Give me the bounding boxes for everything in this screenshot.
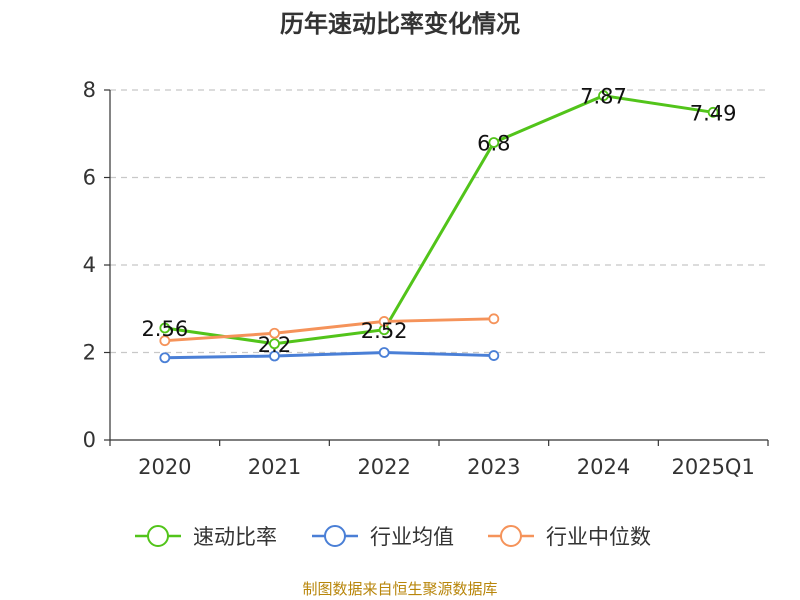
legend-label: 行业均值 bbox=[370, 525, 454, 549]
data-point bbox=[488, 350, 500, 361]
axes: 0 2 4 6 8 2020 2021 2022 2023 2024 2025Q1 bbox=[83, 78, 769, 479]
x-tick-label: 2023 bbox=[467, 455, 520, 479]
x-tick-label: 2025Q1 bbox=[671, 455, 754, 479]
data-point bbox=[378, 347, 390, 358]
y-tick-label: 6 bbox=[83, 166, 96, 190]
data-point bbox=[707, 106, 719, 118]
legend[interactable]: 速动比率 行业均值 行业中位数 bbox=[135, 525, 651, 549]
x-tick-label: 2021 bbox=[248, 455, 301, 479]
x-tick-label: 2022 bbox=[357, 455, 410, 479]
data-label: 2.56 bbox=[141, 317, 188, 341]
data-point bbox=[378, 316, 390, 327]
legend-label: 行业中位数 bbox=[546, 525, 651, 549]
legend-marker bbox=[500, 525, 522, 547]
data-point bbox=[159, 322, 171, 334]
data-label: 6.8 bbox=[477, 132, 510, 156]
legend-item[interactable]: 行业均值 bbox=[312, 525, 454, 549]
y-tick-label: 4 bbox=[83, 253, 96, 277]
data-point bbox=[488, 313, 500, 325]
series-line-0 bbox=[164, 94, 714, 346]
source-note: 制图数据来自恒生聚源数据库 bbox=[302, 580, 497, 598]
data-point bbox=[159, 352, 171, 364]
data-label: 7.87 bbox=[580, 85, 627, 109]
legend-item[interactable]: 行业中位数 bbox=[488, 525, 651, 549]
grid-lines bbox=[110, 89, 768, 354]
x-tick-label: 2024 bbox=[577, 455, 630, 479]
series-line-2 bbox=[164, 317, 494, 343]
legend-item[interactable]: 速动比率 bbox=[135, 525, 277, 549]
y-tick-label: 0 bbox=[83, 428, 96, 452]
data-label: 2.2 bbox=[258, 333, 291, 357]
legend-label: 速动比率 bbox=[193, 525, 277, 549]
data-point bbox=[269, 327, 280, 339]
legend-marker bbox=[324, 525, 346, 547]
chart-title: 历年速动比率变化情况 bbox=[280, 10, 520, 38]
data-point bbox=[269, 338, 280, 350]
data-label: 7.49 bbox=[690, 101, 737, 125]
data-labels: 2.56 2.2 2.52 6.8 7.87 7.49 bbox=[141, 85, 736, 357]
data-point bbox=[159, 335, 171, 347]
x-tick-label: 2020 bbox=[138, 455, 191, 479]
series-layer bbox=[159, 90, 719, 364]
legend-marker bbox=[147, 525, 169, 547]
y-tick-label: 8 bbox=[83, 78, 96, 102]
data-label: 2.52 bbox=[361, 319, 408, 343]
y-tick-label: 2 bbox=[83, 341, 96, 365]
data-point bbox=[488, 137, 500, 148]
data-point bbox=[598, 90, 609, 102]
series-line-1 bbox=[164, 351, 494, 360]
data-point bbox=[269, 350, 280, 362]
